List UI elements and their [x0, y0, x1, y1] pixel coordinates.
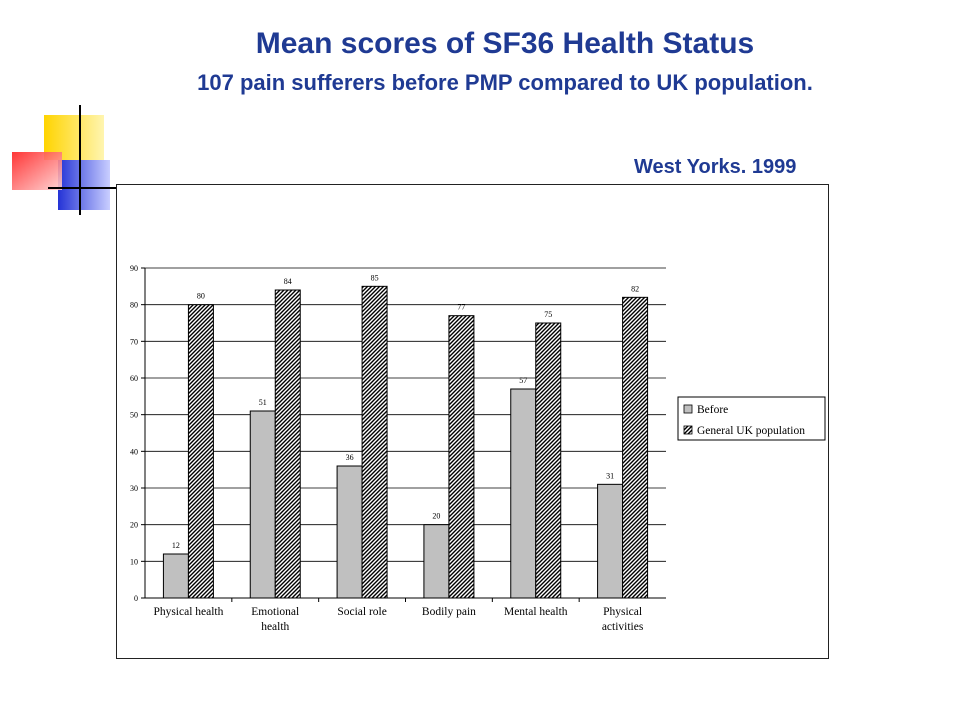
data-label: 77 [457, 303, 465, 312]
x-category-label: Mental health [504, 606, 568, 618]
bar-before [336, 465, 363, 599]
legend-box [677, 396, 826, 441]
data-label: 85 [371, 273, 379, 282]
bar-uk-population [187, 304, 214, 599]
data-label: 84 [284, 277, 292, 286]
bar-before [249, 410, 276, 599]
data-label: 20 [432, 512, 440, 521]
chart-legend: Before General UK population [677, 396, 826, 441]
x-category-label: Bodily pain [422, 606, 476, 618]
y-tick-label: 0 [134, 594, 138, 603]
data-label: 36 [346, 453, 354, 462]
data-label: 75 [544, 310, 552, 319]
bar-chart: 0 10 20 30 40 50 60 70 80 90 12 80 Physical health 51… [130, 264, 826, 633]
y-tick-label: 90 [130, 264, 138, 273]
data-label: 80 [197, 292, 205, 301]
slide-title: Mean scores of SF36 Health Status [255, 27, 755, 60]
bar-before [162, 553, 189, 599]
slide-source: West Yorks. 1999 [634, 156, 797, 178]
x-category-label: Physical health [153, 606, 223, 618]
y-tick-label: 50 [130, 411, 138, 420]
data-label: 57 [519, 376, 527, 385]
chart-labels: 0 10 20 30 40 50 60 70 80 90 12 80 Physical health 51… [130, 264, 644, 633]
x-category-label: Emotional health [251, 606, 299, 633]
y-tick-label: 60 [130, 374, 138, 383]
data-label: 31 [606, 471, 614, 480]
legend-label-before: Before [697, 404, 728, 416]
y-tick-label: 30 [130, 484, 138, 493]
slide-subtitle: 107 pain sufferers before PMP compared t… [197, 70, 813, 95]
corner-decoration-shapes [12, 105, 118, 215]
bar-uk-population [361, 285, 388, 599]
data-label: 12 [172, 541, 180, 550]
y-tick-label: 70 [130, 337, 138, 346]
data-label: 51 [259, 398, 267, 407]
legend-swatch-before [683, 404, 693, 414]
x-category-label: Social role [337, 606, 387, 618]
bar-before [597, 483, 624, 599]
y-tick-label: 20 [130, 521, 138, 530]
legend-label-uk-population: General UK population [697, 425, 805, 437]
legend-swatch-uk-population [683, 425, 693, 435]
bar-uk-population [274, 289, 301, 599]
y-tick-label: 40 [130, 447, 138, 456]
bar-before [423, 524, 450, 599]
y-tick-label: 80 [130, 301, 138, 310]
corner-decoration [0, 100, 130, 215]
slide-title-block: Mean scores of SF36 Health Status 107 pa… [110, 26, 900, 100]
chart-frame: 0 10 20 30 40 50 60 70 80 90 12 80 Physical health 51… [116, 184, 829, 659]
chart-gridlines [145, 267, 666, 562]
y-tick-label: 10 [130, 557, 138, 566]
bar-before [510, 388, 537, 599]
bar-uk-population [535, 322, 562, 599]
bar-uk-population [448, 315, 475, 599]
bar-uk-population [622, 296, 649, 599]
chart-axes [141, 267, 666, 602]
chart-bars [162, 285, 649, 599]
x-category-label: Physical activities [602, 606, 644, 633]
data-label: 82 [631, 284, 639, 293]
